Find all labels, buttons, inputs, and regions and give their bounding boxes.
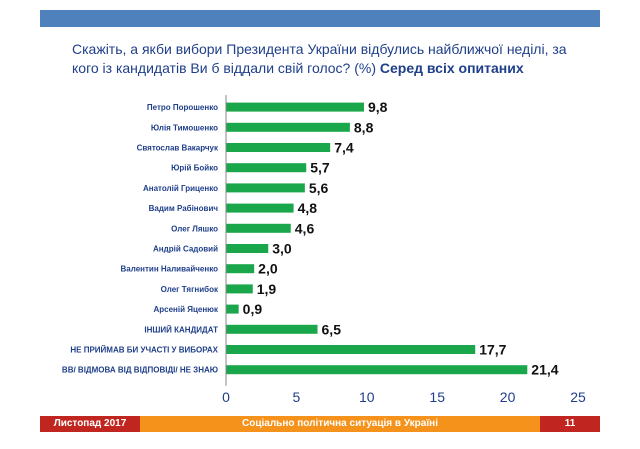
category-label: Олег Тягнибок bbox=[161, 285, 219, 294]
category-label: Анатолій Гриценко bbox=[143, 184, 218, 193]
value-label: 8,8 bbox=[354, 119, 374, 135]
category-label: Святослав Вакарчук bbox=[137, 144, 219, 153]
value-label: 5,6 bbox=[309, 180, 329, 196]
bar bbox=[226, 102, 364, 112]
x-tick-label: 25 bbox=[570, 389, 586, 405]
category-label: Юрій Бойко bbox=[171, 164, 218, 173]
footer-bar: Листопад 2017 Соціально політична ситуац… bbox=[40, 416, 600, 432]
bar bbox=[226, 304, 239, 314]
header-band bbox=[40, 10, 600, 27]
bar bbox=[226, 223, 291, 233]
category-label: Вадим Рабінович bbox=[149, 204, 219, 213]
footer-date: Листопад 2017 bbox=[40, 416, 140, 432]
x-tick-label: 0 bbox=[222, 389, 230, 405]
value-label: 1,9 bbox=[257, 281, 277, 297]
category-label: Андрій Садовий bbox=[153, 245, 218, 254]
value-label: 9,8 bbox=[368, 99, 388, 115]
chart-title: Скажіть, а якби вибори Президента Україн… bbox=[72, 40, 592, 78]
bar bbox=[226, 203, 294, 213]
bar bbox=[226, 183, 305, 193]
bar bbox=[226, 345, 476, 354]
bar bbox=[226, 324, 318, 334]
x-tick-label: 20 bbox=[500, 389, 516, 405]
value-label: 3,0 bbox=[272, 241, 292, 257]
x-tick-label: 5 bbox=[293, 389, 301, 405]
category-label: Арсеній Яценюк bbox=[153, 305, 219, 314]
bar bbox=[226, 244, 269, 253]
category-label: ІНШИЙ КАНДИДАТ bbox=[144, 325, 218, 334]
value-label: 7,4 bbox=[334, 140, 354, 156]
category-label: Олег Ляшко bbox=[171, 224, 218, 233]
value-label: 17,7 bbox=[479, 342, 506, 358]
category-label: Валентин Наливайченко bbox=[121, 265, 219, 274]
bar bbox=[226, 264, 255, 274]
value-label: 21,4 bbox=[531, 362, 558, 378]
bar bbox=[226, 365, 528, 375]
value-label: 2,0 bbox=[258, 261, 278, 277]
value-label: 4,6 bbox=[295, 220, 315, 236]
category-label: НЕ ПРИЙМАВ БИ УЧАСТІ У ВИБОРАХ bbox=[70, 346, 218, 355]
x-tick-label: 15 bbox=[429, 389, 445, 405]
footer-page-number: 11 bbox=[540, 416, 600, 432]
value-label: 0,9 bbox=[243, 301, 263, 317]
title-main: Скажіть, а якби вибори Президента Україн… bbox=[72, 41, 567, 76]
value-label: 4,8 bbox=[298, 200, 318, 216]
title-subtitle: Серед всіх опитаних bbox=[379, 60, 524, 76]
category-label: Петро Порошенко bbox=[147, 103, 218, 112]
bar bbox=[226, 163, 307, 173]
x-tick-label: 10 bbox=[359, 389, 375, 405]
value-label: 5,7 bbox=[310, 160, 330, 176]
bar bbox=[226, 143, 331, 152]
bar bbox=[226, 284, 253, 294]
footer-title: Соціально політична ситуація в Україні bbox=[140, 416, 540, 432]
bar bbox=[226, 122, 350, 132]
category-label: Юлія Тимошенко bbox=[151, 123, 218, 132]
value-label: 6,5 bbox=[322, 321, 342, 337]
category-label: ВВ/ ВІДМОВА ВІД ВІДПОВІДІ/ НЕ ЗНАЮ bbox=[62, 366, 218, 375]
